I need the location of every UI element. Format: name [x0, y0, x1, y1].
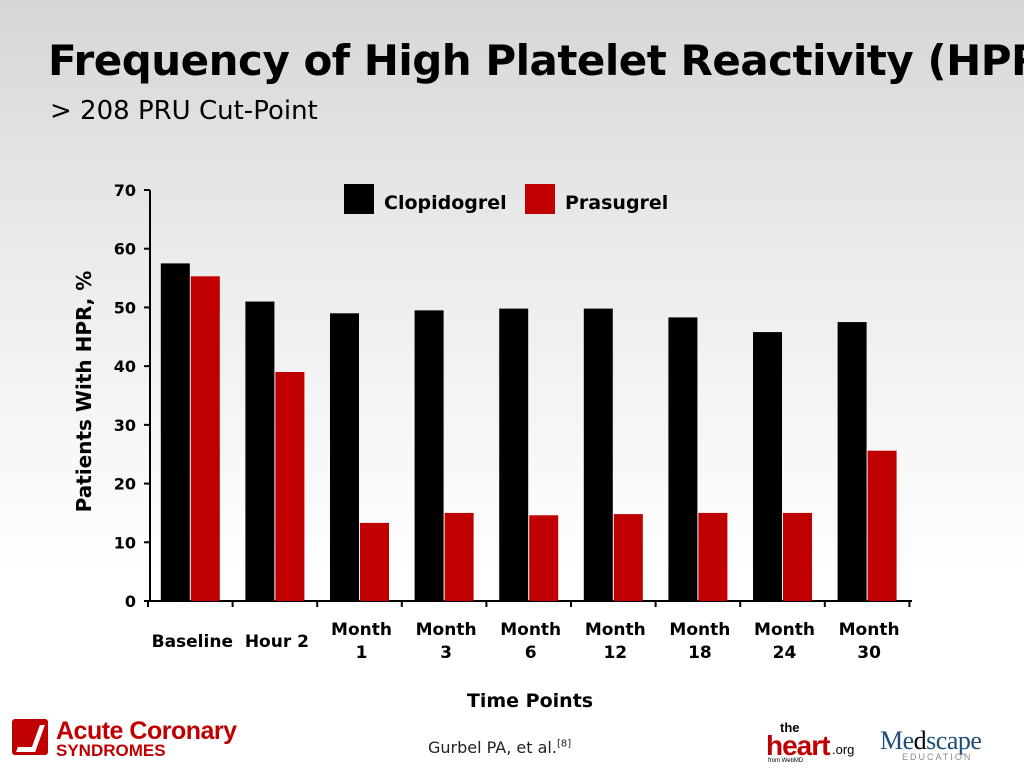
- x-tick-label: Hour 2: [245, 632, 309, 652]
- acute-coronary-syndromes-logo: Acute Coronary SYNDROMES: [12, 717, 252, 761]
- logo-text-line2: SYNDROMES: [56, 741, 166, 760]
- y-tick-label: 20: [114, 475, 136, 494]
- y-axis-label: Patients With HPR, %: [72, 271, 96, 513]
- bar-clopidogrel-5: [583, 308, 613, 601]
- theheart-org: .org: [832, 742, 855, 757]
- bar-clopidogrel-6: [668, 317, 698, 601]
- x-tick-label: Month: [585, 620, 646, 640]
- citation: Gurbel PA, et al.[8]: [428, 738, 571, 757]
- acs-logo-icon: [12, 719, 48, 755]
- medscape-education-logo: Medscape EDUCATION: [880, 726, 1000, 766]
- medscape-wordmark: Medscape: [880, 726, 982, 756]
- theheart-from: from WebMD: [768, 758, 804, 764]
- theheart-heart: heart: [766, 730, 830, 761]
- legend-swatch-clopidogrel: [344, 184, 374, 214]
- medscape-word-2: d: [913, 726, 927, 755]
- x-axis-label: Time Points: [467, 690, 593, 712]
- x-tick-label: 30: [857, 643, 881, 663]
- y-tick-label: 50: [114, 298, 136, 317]
- y-tick-label: 40: [114, 357, 136, 376]
- bar-prasugrel-7: [783, 512, 812, 601]
- theheart-the: the: [780, 720, 800, 735]
- logo-text-line1: Acute Coronary: [56, 717, 237, 745]
- x-tick-label: Month: [754, 620, 815, 640]
- medscape-word-1: Me: [880, 726, 914, 755]
- y-tick-label: 60: [114, 240, 136, 259]
- bar-prasugrel-3: [444, 512, 474, 601]
- citation-text: Gurbel PA, et al.: [428, 738, 557, 757]
- x-tick-label: Month: [500, 620, 561, 640]
- citation-ref: [8]: [556, 738, 572, 750]
- bar-prasugrel-1: [275, 372, 305, 601]
- x-tick-label: 24: [773, 643, 797, 663]
- bar-clopidogrel-8: [837, 322, 867, 601]
- slide-subtitle: > 208 PRU Cut-Point: [50, 96, 318, 126]
- y-tick-label: 30: [114, 416, 136, 435]
- x-tick-label: Month: [669, 620, 730, 640]
- x-tick-label: 18: [688, 643, 712, 663]
- bar-clopidogrel-7: [753, 332, 782, 601]
- x-tick-label: 6: [525, 643, 537, 663]
- bar-prasugrel-6: [698, 512, 728, 601]
- y-tick-label: 0: [125, 592, 136, 611]
- x-tick-label: 1: [356, 643, 368, 663]
- bar-prasugrel-4: [529, 515, 559, 601]
- x-tick-label: Month: [416, 620, 477, 640]
- medscape-education-text: EDUCATION: [902, 752, 973, 762]
- bar-prasugrel-5: [613, 514, 643, 601]
- bar-clopidogrel-3: [414, 310, 444, 601]
- theheart-logo: the heart .org from WebMD: [766, 720, 866, 766]
- x-tick-label: 12: [603, 643, 627, 663]
- x-tick-label: Baseline: [152, 632, 233, 652]
- legend-label-clopidogrel: Clopidogrel: [384, 192, 507, 214]
- bar-prasugrel-2: [360, 522, 389, 601]
- y-tick-label: 70: [114, 181, 136, 200]
- legend-label-prasugrel: Prasugrel: [565, 192, 668, 214]
- bar-clopidogrel-2: [330, 313, 359, 601]
- bar-clopidogrel-0: [160, 263, 190, 601]
- y-tick-label: 10: [114, 533, 136, 552]
- bar-clopidogrel-4: [499, 308, 529, 601]
- legend-swatch-prasugrel: [525, 184, 555, 214]
- x-tick-label: 3: [440, 643, 452, 663]
- bar-clopidogrel-1: [245, 301, 275, 601]
- x-tick-label: Month: [839, 620, 900, 640]
- slide-title: Frequency of High Platelet Reactivity (H…: [48, 36, 1024, 85]
- bar-prasugrel-8: [867, 450, 897, 601]
- medscape-word-3: scape: [926, 726, 982, 755]
- bar-prasugrel-0: [190, 276, 220, 601]
- x-tick-label: Month: [331, 620, 392, 640]
